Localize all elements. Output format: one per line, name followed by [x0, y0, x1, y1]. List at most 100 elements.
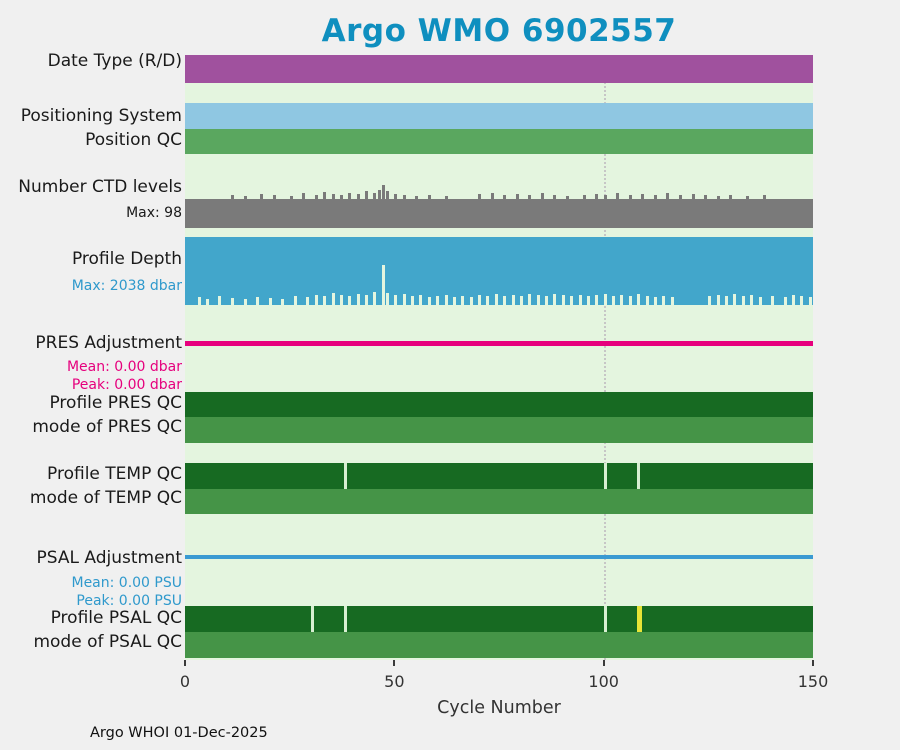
annotation-ctd-max: Max: 98	[126, 205, 182, 221]
ctd-levels-spike	[679, 195, 683, 199]
ctd-levels-spike	[394, 194, 398, 199]
qc-flag-mark	[344, 463, 348, 489]
row-label-pres-adjustment: PRES Adjustment	[35, 333, 182, 353]
cycle-100-reference-line	[603, 75, 606, 660]
profile-depth-notch	[758, 297, 762, 305]
ctd-levels-spike	[582, 195, 586, 199]
profile-depth-notch	[545, 296, 549, 305]
row-label-psal-adjustment: PSAL Adjustment	[36, 548, 182, 568]
profile-depth-notch	[256, 297, 260, 305]
band-mode-psal-qc	[185, 632, 813, 658]
row-label-mode-psal-qc: mode of PSAL QC	[33, 632, 182, 652]
x-tick-mark	[393, 660, 396, 666]
profile-depth-notch	[243, 299, 247, 305]
profile-depth-notch	[637, 294, 641, 305]
ctd-levels-spike	[231, 195, 235, 199]
profile-depth-notch	[394, 295, 398, 305]
ctd-levels-spike	[490, 193, 494, 199]
ctd-levels-spike	[427, 195, 431, 199]
profile-depth-notch	[603, 294, 607, 305]
ctd-levels-spike	[323, 192, 327, 199]
profile-depth-notch	[716, 295, 720, 305]
profile-depth-notch	[293, 296, 297, 305]
ctd-levels-spike	[385, 191, 389, 199]
profile-depth-notch	[503, 296, 507, 305]
profile-depth-notch	[519, 296, 523, 305]
ctd-levels-spike	[528, 195, 532, 199]
ctd-levels-spike	[641, 194, 645, 199]
x-tick-mark	[812, 660, 814, 666]
profile-depth-notch	[365, 295, 369, 305]
profile-depth-notch	[323, 296, 327, 305]
profile-depth-notch	[314, 295, 318, 305]
profile-depth-notch	[381, 265, 385, 305]
ctd-levels-spike	[356, 194, 360, 199]
ctd-levels-spike	[603, 195, 607, 199]
ctd-levels-spike	[565, 196, 569, 199]
annotation-psal-peak: Peak: 0.00 PSU	[76, 593, 182, 609]
band-mode-temp-qc	[185, 489, 813, 514]
ctd-levels-spike	[729, 195, 733, 199]
ctd-levels-spike	[302, 193, 306, 199]
profile-depth-notch	[750, 295, 754, 305]
ctd-levels-spike	[616, 193, 620, 199]
profile-depth-notch	[628, 296, 632, 305]
band-pres-adjustment-line	[185, 341, 813, 346]
ctd-levels-spike	[381, 185, 385, 199]
qc-flag-mark	[637, 463, 641, 489]
profile-depth-notch	[645, 296, 649, 305]
profile-depth-notch	[653, 297, 657, 305]
band-date-type	[185, 55, 813, 83]
ctd-levels-spike	[746, 196, 749, 199]
ctd-levels-spike	[272, 195, 276, 199]
profile-depth-notch	[771, 296, 775, 305]
profile-depth-notch	[469, 297, 473, 305]
band-psal-adjustment-line	[185, 555, 813, 559]
profile-depth-notch	[708, 296, 712, 305]
band-profile-pres-qc	[185, 392, 813, 417]
ctd-levels-spike	[653, 195, 657, 199]
ctd-levels-spike	[260, 194, 264, 199]
ctd-levels-spike	[373, 193, 377, 199]
page-title: Argo WMO 6902557	[321, 13, 677, 49]
annotation-pres-mean: Mean: 0.00 dbar	[66, 359, 182, 375]
ctd-levels-spike	[289, 196, 293, 199]
row-label-profile-psal-qc: Profile PSAL QC	[50, 608, 182, 628]
profile-depth-notch	[461, 296, 465, 305]
ctd-levels-spike	[666, 193, 670, 199]
ctd-levels-spike	[540, 193, 544, 199]
profile-depth-notch	[741, 296, 745, 305]
ctd-levels-spike	[628, 195, 632, 199]
ctd-levels-spike	[515, 194, 519, 199]
ctd-levels-spike	[762, 195, 766, 199]
x-tick-label: 0	[179, 672, 191, 691]
qc-flag-mark	[603, 463, 607, 489]
annotation-pres-peak: Peak: 0.00 dbar	[71, 377, 182, 393]
profile-depth-notch	[662, 296, 666, 305]
plot-area	[185, 55, 813, 660]
profile-depth-notch	[792, 295, 796, 305]
row-label-ctd-levels: Number CTD levels	[18, 177, 182, 197]
profile-depth-notch	[411, 296, 415, 305]
profile-depth-notch	[595, 295, 599, 305]
profile-depth-notch	[800, 296, 804, 305]
annotation-psal-mean: Mean: 0.00 PSU	[71, 575, 182, 591]
profile-depth-notch	[427, 297, 431, 305]
qc-flag-mark	[310, 606, 314, 632]
row-label-profile-temp-qc: Profile TEMP QC	[47, 464, 182, 484]
band-profile-psal-qc	[185, 606, 813, 632]
profile-depth-notch	[486, 296, 490, 305]
attribution-footer: Argo WHOI 01-Dec-2025	[90, 725, 268, 741]
profile-depth-notch	[402, 294, 406, 305]
x-axis-label: Cycle Number	[437, 698, 561, 718]
row-label-profile-depth: Profile Depth	[71, 249, 182, 269]
profile-depth-notch	[356, 294, 360, 305]
ctd-levels-spike	[331, 194, 335, 199]
profile-depth-notch	[205, 299, 209, 305]
profile-depth-notch	[670, 297, 674, 305]
profile-depth-notch	[725, 296, 729, 305]
profile-depth-notch	[339, 295, 343, 305]
profile-depth-notch	[783, 297, 787, 305]
ctd-levels-spike	[478, 194, 482, 199]
